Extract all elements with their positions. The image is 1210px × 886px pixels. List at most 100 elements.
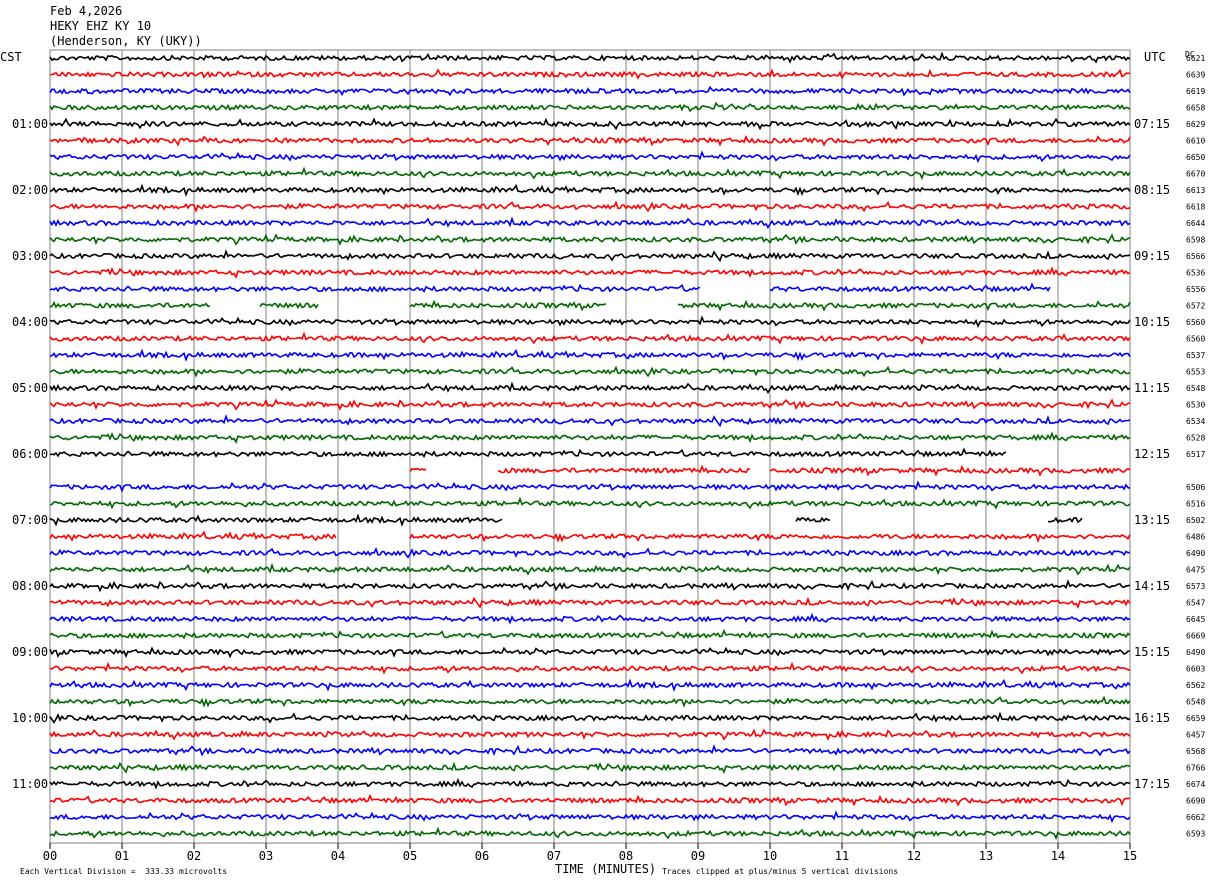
- x-tick-label: 15: [1123, 849, 1137, 863]
- header-station: HEKY EHZ KY 10: [50, 19, 152, 33]
- left-hour-label: 04:00: [12, 315, 48, 329]
- x-axis-title: TIME (MINUTES): [555, 862, 656, 876]
- left-hour-label: 08:00: [12, 579, 48, 593]
- seismic-trace-47: [49, 826, 1131, 841]
- dc-offset-label: 6490: [1186, 648, 1205, 657]
- dc-offset-label: 6690: [1186, 797, 1205, 806]
- seismic-trace-8: [49, 183, 1131, 197]
- right-hour-label: 13:15: [1134, 513, 1170, 527]
- x-tick-label: 00: [43, 849, 57, 863]
- dc-offset-label: 6536: [1186, 269, 1205, 278]
- seismic-trace-19: [49, 365, 1131, 378]
- seismic-trace-40: [49, 711, 1131, 724]
- seismic-trace-38: [49, 678, 1131, 692]
- dc-offset-label: 6502: [1186, 516, 1205, 525]
- dc-offset-label: 6658: [1186, 104, 1205, 113]
- dc-offset-label: 6537: [1186, 351, 1205, 360]
- x-tick-label: 02: [187, 849, 201, 863]
- dc-offset-label: 6548: [1186, 698, 1205, 707]
- x-tick-label: 08: [619, 849, 633, 863]
- seismic-trace-17: [49, 331, 1131, 346]
- left-hour-label: 02:00: [12, 183, 48, 197]
- seismic-trace-25: [409, 464, 1131, 477]
- left-hour-label: 05:00: [12, 381, 48, 395]
- dc-offset-label: 6621: [1186, 54, 1205, 63]
- dc-offset-label: 6645: [1186, 615, 1205, 624]
- seismic-trace-6: [49, 150, 1131, 164]
- left-hour-label: 06:00: [12, 447, 48, 461]
- seismic-trace-36: [49, 646, 1131, 659]
- dc-offset-label: 6644: [1186, 219, 1205, 228]
- left-hour-label: 01:00: [12, 117, 48, 131]
- right-hour-label: 07:15: [1134, 117, 1170, 131]
- right-hour-label: 09:15: [1134, 249, 1170, 263]
- dc-offset-label: 6475: [1186, 566, 1205, 575]
- dc-offset-label: 6517: [1186, 450, 1205, 459]
- seismic-trace-35: [49, 628, 1131, 640]
- grid-lines: [49, 49, 1131, 849]
- seismic-trace-34: [49, 612, 1131, 625]
- dc-offset-label: 6568: [1186, 747, 1205, 756]
- dc-offset-label: 6639: [1186, 71, 1205, 80]
- seismic-trace-14: [50, 284, 1130, 291]
- seismic-trace-3: [49, 101, 1131, 113]
- left-zone-label: CST: [0, 50, 22, 64]
- left-hour-label: 09:00: [12, 645, 48, 659]
- x-tick-label: 03: [259, 849, 273, 863]
- seismic-trace-20: [49, 381, 1131, 394]
- dc-offset-label: 6659: [1186, 714, 1205, 723]
- x-tick-label: 01: [115, 849, 129, 863]
- left-hour-label: 03:00: [12, 249, 48, 263]
- seismic-trace-39: [49, 695, 1131, 708]
- dc-offset-label: 6490: [1186, 549, 1205, 558]
- dc-offset-label: 6547: [1186, 599, 1205, 608]
- plot-frame: [49, 49, 1131, 844]
- left-hour-label: 10:00: [12, 711, 48, 725]
- x-tick-label: 04: [331, 849, 345, 863]
- header-location: (Henderson, KY (UKY)): [50, 34, 202, 48]
- dc-offset-label: 6457: [1186, 731, 1205, 740]
- seismic-trace-1: [49, 68, 1131, 80]
- dc-offset-label: 6553: [1186, 368, 1205, 377]
- dc-offset-label: 6548: [1186, 384, 1205, 393]
- dc-offset-label: 6613: [1186, 186, 1205, 195]
- x-tick-label: 07: [547, 849, 561, 863]
- dc-offset-label: 6629: [1186, 120, 1205, 129]
- dc-offset-label: 6530: [1186, 401, 1205, 410]
- x-tick-label: 09: [691, 849, 705, 863]
- seismic-trace-23: [49, 431, 1131, 444]
- seismic-trace-30: [49, 546, 1131, 559]
- dc-offset-label: 6560: [1186, 335, 1205, 344]
- dc-offset-label: 6650: [1186, 153, 1205, 162]
- seismic-trace-28: [50, 516, 1130, 525]
- dc-offset-label: 6662: [1186, 813, 1205, 822]
- dc-offset-label: 6486: [1186, 533, 1205, 542]
- seismic-trace-31: [49, 562, 1131, 576]
- dc-offset-label: 6674: [1186, 780, 1205, 789]
- seismic-trace-24: [50, 449, 1130, 456]
- clip-note: Traces clipped at plus/minus 5 vertical …: [662, 867, 899, 876]
- dc-offset-label: 6572: [1186, 302, 1205, 311]
- seismic-trace-46: [49, 810, 1131, 824]
- seismic-trace-9: [49, 200, 1131, 213]
- right-hour-label: 10:15: [1134, 315, 1170, 329]
- dc-offset-label: 6619: [1186, 87, 1205, 96]
- seismic-trace-0: [49, 51, 1131, 64]
- seismic-trace-26: [49, 480, 1131, 493]
- dc-offset-label: 6598: [1186, 236, 1205, 245]
- dc-offset-label: 6669: [1186, 632, 1205, 641]
- dc-label: DC: [1185, 50, 1195, 59]
- dc-offset-label: 6573: [1186, 582, 1205, 591]
- x-tick-label: 05: [403, 849, 417, 863]
- dc-offset-label: 6566: [1186, 252, 1205, 261]
- seismic-trace-33: [49, 596, 1131, 609]
- right-hour-label: 16:15: [1134, 711, 1170, 725]
- seismic-trace-15: [49, 299, 1131, 312]
- x-tick-label: 10: [763, 849, 777, 863]
- dc-offset-label: 6534: [1186, 417, 1205, 426]
- seismic-trace-11: [49, 233, 1131, 246]
- right-hour-label: 14:15: [1134, 579, 1170, 593]
- seismic-trace-44: [49, 777, 1131, 790]
- right-hour-label: 12:15: [1134, 447, 1170, 461]
- left-hour-label: 11:00: [12, 777, 48, 791]
